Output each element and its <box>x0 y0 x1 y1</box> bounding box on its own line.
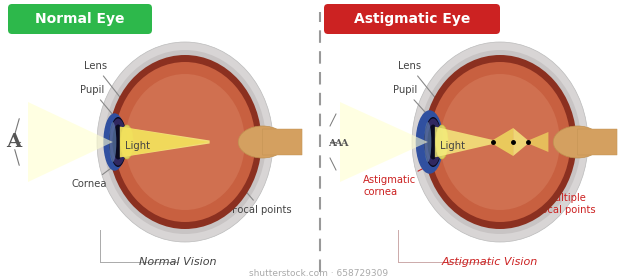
Ellipse shape <box>436 125 448 159</box>
Text: Lens: Lens <box>398 61 440 104</box>
FancyBboxPatch shape <box>324 4 500 34</box>
Ellipse shape <box>104 50 266 234</box>
Text: Focal points: Focal points <box>232 179 291 215</box>
Text: Astigmatic
cornea: Astigmatic cornea <box>363 165 429 197</box>
Ellipse shape <box>121 125 133 159</box>
Polygon shape <box>120 127 210 157</box>
Text: A: A <box>334 139 342 148</box>
Ellipse shape <box>112 125 124 160</box>
Ellipse shape <box>97 42 273 242</box>
Polygon shape <box>435 127 493 157</box>
Text: A: A <box>6 133 22 151</box>
Text: Light: Light <box>440 141 465 151</box>
Ellipse shape <box>427 125 439 160</box>
Text: Normal Vision: Normal Vision <box>139 257 217 267</box>
Ellipse shape <box>109 117 127 167</box>
Ellipse shape <box>419 50 581 234</box>
FancyBboxPatch shape <box>263 129 302 155</box>
Polygon shape <box>513 128 528 156</box>
FancyBboxPatch shape <box>578 129 617 155</box>
Ellipse shape <box>110 118 127 165</box>
Text: Astigmatic Eye: Astigmatic Eye <box>354 12 470 26</box>
Text: A: A <box>328 139 336 148</box>
Text: Light: Light <box>125 141 150 151</box>
Polygon shape <box>120 127 210 157</box>
Ellipse shape <box>417 111 443 173</box>
Polygon shape <box>528 132 548 152</box>
Polygon shape <box>340 102 428 182</box>
Ellipse shape <box>238 126 287 158</box>
Ellipse shape <box>424 117 442 167</box>
Ellipse shape <box>425 118 442 165</box>
Text: Lens: Lens <box>84 61 125 104</box>
Ellipse shape <box>429 62 571 222</box>
Text: A: A <box>340 139 348 148</box>
Ellipse shape <box>424 55 576 229</box>
Polygon shape <box>493 128 513 156</box>
Text: Cornea: Cornea <box>72 166 114 189</box>
FancyBboxPatch shape <box>8 4 152 34</box>
Ellipse shape <box>109 55 261 229</box>
Ellipse shape <box>109 122 116 162</box>
Text: Pupil: Pupil <box>393 85 431 118</box>
Ellipse shape <box>125 74 245 210</box>
Text: Astigmatic Vision: Astigmatic Vision <box>442 257 538 267</box>
Text: Normal Eye: Normal Eye <box>35 12 125 26</box>
Ellipse shape <box>424 122 431 162</box>
Polygon shape <box>28 102 113 182</box>
Ellipse shape <box>440 74 560 210</box>
Ellipse shape <box>553 126 602 158</box>
Text: shutterstock.com · 658729309: shutterstock.com · 658729309 <box>249 269 389 279</box>
Ellipse shape <box>412 42 588 242</box>
Text: Multiple
Focal points: Multiple Focal points <box>536 174 596 215</box>
Text: Pupil: Pupil <box>80 85 116 118</box>
Ellipse shape <box>114 62 256 222</box>
Ellipse shape <box>104 114 125 170</box>
